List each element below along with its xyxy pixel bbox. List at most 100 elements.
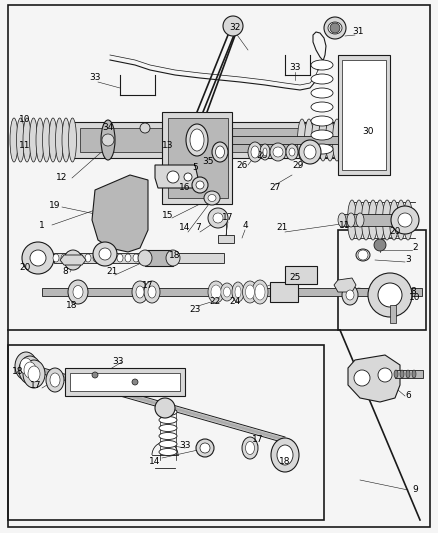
Circle shape: [368, 273, 412, 317]
Ellipse shape: [342, 285, 358, 305]
Ellipse shape: [223, 287, 230, 297]
Text: 18: 18: [66, 301, 78, 310]
Text: 16: 16: [179, 183, 191, 192]
Bar: [168, 118, 228, 198]
Ellipse shape: [347, 200, 357, 240]
Polygon shape: [60, 255, 86, 265]
Text: 18: 18: [12, 367, 24, 376]
Ellipse shape: [271, 438, 299, 472]
Circle shape: [102, 134, 114, 146]
Ellipse shape: [212, 142, 228, 162]
Ellipse shape: [382, 200, 392, 240]
Polygon shape: [348, 355, 400, 402]
Ellipse shape: [148, 286, 156, 298]
Ellipse shape: [356, 213, 364, 227]
Text: 24: 24: [230, 297, 240, 306]
Ellipse shape: [353, 119, 363, 161]
Ellipse shape: [332, 119, 342, 161]
Bar: [270, 282, 298, 302]
Ellipse shape: [328, 22, 342, 34]
Circle shape: [196, 181, 204, 189]
Ellipse shape: [246, 441, 254, 455]
Text: 32: 32: [230, 23, 241, 33]
Ellipse shape: [159, 416, 177, 424]
Ellipse shape: [286, 144, 298, 160]
Circle shape: [192, 177, 208, 193]
Ellipse shape: [224, 19, 242, 33]
Ellipse shape: [20, 358, 32, 374]
Circle shape: [93, 242, 117, 266]
Ellipse shape: [235, 286, 241, 298]
Ellipse shape: [42, 118, 50, 162]
Ellipse shape: [251, 146, 259, 158]
Circle shape: [378, 368, 392, 382]
Text: 8: 8: [62, 268, 68, 277]
Ellipse shape: [220, 283, 233, 301]
Ellipse shape: [125, 254, 131, 262]
Ellipse shape: [50, 373, 60, 387]
Circle shape: [358, 250, 368, 260]
Text: 25: 25: [290, 273, 301, 282]
Text: 17: 17: [222, 214, 234, 222]
Ellipse shape: [73, 286, 83, 298]
Polygon shape: [155, 165, 198, 188]
Ellipse shape: [196, 439, 214, 457]
Ellipse shape: [311, 88, 333, 98]
Bar: [218, 235, 234, 243]
Ellipse shape: [77, 254, 83, 262]
Ellipse shape: [354, 200, 364, 240]
Text: 31: 31: [352, 28, 364, 36]
Ellipse shape: [311, 116, 333, 126]
Text: 30: 30: [362, 127, 374, 136]
Ellipse shape: [277, 445, 293, 465]
Text: 33: 33: [89, 74, 101, 83]
Text: 14: 14: [179, 223, 191, 232]
Ellipse shape: [412, 370, 416, 378]
Ellipse shape: [17, 118, 25, 162]
Circle shape: [30, 250, 46, 266]
Circle shape: [140, 123, 150, 133]
Text: 29: 29: [292, 160, 304, 169]
Ellipse shape: [255, 284, 265, 300]
Ellipse shape: [159, 424, 177, 432]
Ellipse shape: [19, 356, 41, 384]
Ellipse shape: [53, 254, 59, 262]
Ellipse shape: [23, 360, 45, 388]
Ellipse shape: [159, 448, 177, 456]
Ellipse shape: [346, 290, 354, 300]
Text: 8: 8: [410, 287, 416, 296]
Text: 11: 11: [19, 141, 31, 149]
Ellipse shape: [339, 119, 349, 161]
Circle shape: [92, 372, 98, 378]
Circle shape: [213, 213, 223, 223]
Bar: [65, 368, 185, 396]
Bar: [338, 230, 426, 330]
Ellipse shape: [311, 74, 333, 84]
Ellipse shape: [138, 250, 152, 266]
Ellipse shape: [215, 146, 225, 158]
Ellipse shape: [273, 147, 283, 157]
Ellipse shape: [69, 254, 75, 262]
Ellipse shape: [28, 366, 40, 382]
Text: 21: 21: [276, 223, 288, 232]
Text: 14: 14: [149, 457, 161, 466]
Ellipse shape: [62, 118, 70, 162]
Ellipse shape: [311, 102, 333, 112]
Ellipse shape: [23, 118, 31, 162]
Ellipse shape: [324, 17, 346, 39]
Circle shape: [398, 213, 412, 227]
Ellipse shape: [318, 119, 328, 161]
Circle shape: [208, 208, 228, 228]
Text: 12: 12: [57, 174, 68, 182]
Ellipse shape: [208, 281, 224, 303]
Ellipse shape: [133, 254, 139, 262]
Text: 18: 18: [169, 251, 181, 260]
Ellipse shape: [263, 148, 267, 156]
Ellipse shape: [311, 119, 321, 161]
Bar: [342, 60, 386, 170]
Ellipse shape: [347, 213, 355, 227]
Bar: [8, 345, 324, 520]
Ellipse shape: [166, 250, 180, 266]
Ellipse shape: [248, 142, 262, 162]
Ellipse shape: [159, 408, 177, 416]
